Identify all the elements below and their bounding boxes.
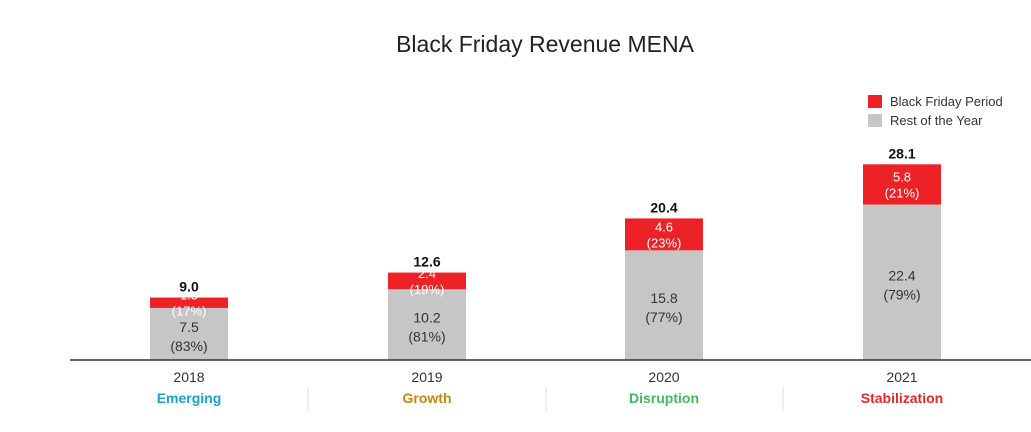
rest-value-label-2021: 22.4: [888, 267, 915, 283]
rest-share-label-2020: (77%): [645, 309, 682, 325]
bar-black-friday-2018: [150, 297, 228, 308]
bar-rest-of-year-2019: [388, 289, 466, 360]
total-label-2019: 12.6: [413, 254, 440, 270]
rest-share-label-2019: (81%): [408, 329, 445, 345]
rest-value-label-2020: 15.8: [650, 290, 677, 306]
x-tick-label-2019: 2019: [411, 369, 442, 385]
rest-share-label-2018: (83%): [170, 338, 207, 354]
rest-share-label-2021: (79%): [883, 286, 920, 302]
phase-label-emerging: Emerging: [157, 390, 222, 406]
bf-share-label-2019: (19%): [410, 282, 445, 297]
x-tick-label-2020: 2020: [648, 369, 679, 385]
bf-value-label-2019: 2.4: [418, 266, 436, 281]
bar-black-friday-2020: [625, 218, 703, 251]
bf-share-label-2021: (21%): [885, 185, 920, 200]
x-axis-labels: 2018 Emerging 2019 Growth 2020 Disruption 2021…: [157, 369, 943, 411]
bar-black-friday-2021: [863, 164, 941, 205]
bf-share-label-2020: (23%): [647, 235, 682, 250]
phase-label-growth: Growth: [403, 390, 452, 406]
bar-rest-of-year-2020: [625, 250, 703, 360]
rest-value-label-2019: 10.2: [413, 310, 440, 326]
legend-swatch-rest-of-the-year: [868, 114, 882, 127]
x-tick-label-2018: 2018: [173, 369, 204, 385]
phase-label-stabilization: Stabilization: [861, 390, 943, 406]
phase-label-disruption: Disruption: [629, 390, 699, 406]
total-label-2020: 20.4: [650, 199, 677, 215]
total-label-2018: 9.0: [179, 279, 199, 295]
chart-title: Black Friday Revenue MENA: [396, 31, 694, 57]
bf-value-label-2021: 5.8: [893, 169, 911, 184]
bar-rest-of-year-2021: [863, 204, 941, 360]
bf-value-label-2018: 1.5: [180, 288, 198, 303]
bf-share-label-2018: (17%): [172, 304, 207, 319]
legend-label-black-friday-period: Black Friday Period: [890, 94, 1003, 109]
bar-rest-of-year-2018: [150, 307, 228, 360]
bf-value-label-2020: 4.6: [655, 219, 673, 234]
x-tick-label-2021: 2021: [886, 369, 917, 385]
bars-group: 7.5 (83%) 1.5(17%) 9.0 10.2 (81%) 2.4(19%) 12.6…: [150, 145, 941, 360]
legend-label-rest-of-the-year: Rest of the Year: [890, 113, 983, 128]
legend-swatch-black-friday-period: [868, 95, 882, 108]
bar-black-friday-2019: [388, 272, 466, 290]
rest-value-label-2018: 7.5: [179, 319, 199, 335]
legend: Black Friday Period Rest of the Year: [868, 94, 1003, 128]
total-label-2021: 28.1: [888, 145, 915, 161]
